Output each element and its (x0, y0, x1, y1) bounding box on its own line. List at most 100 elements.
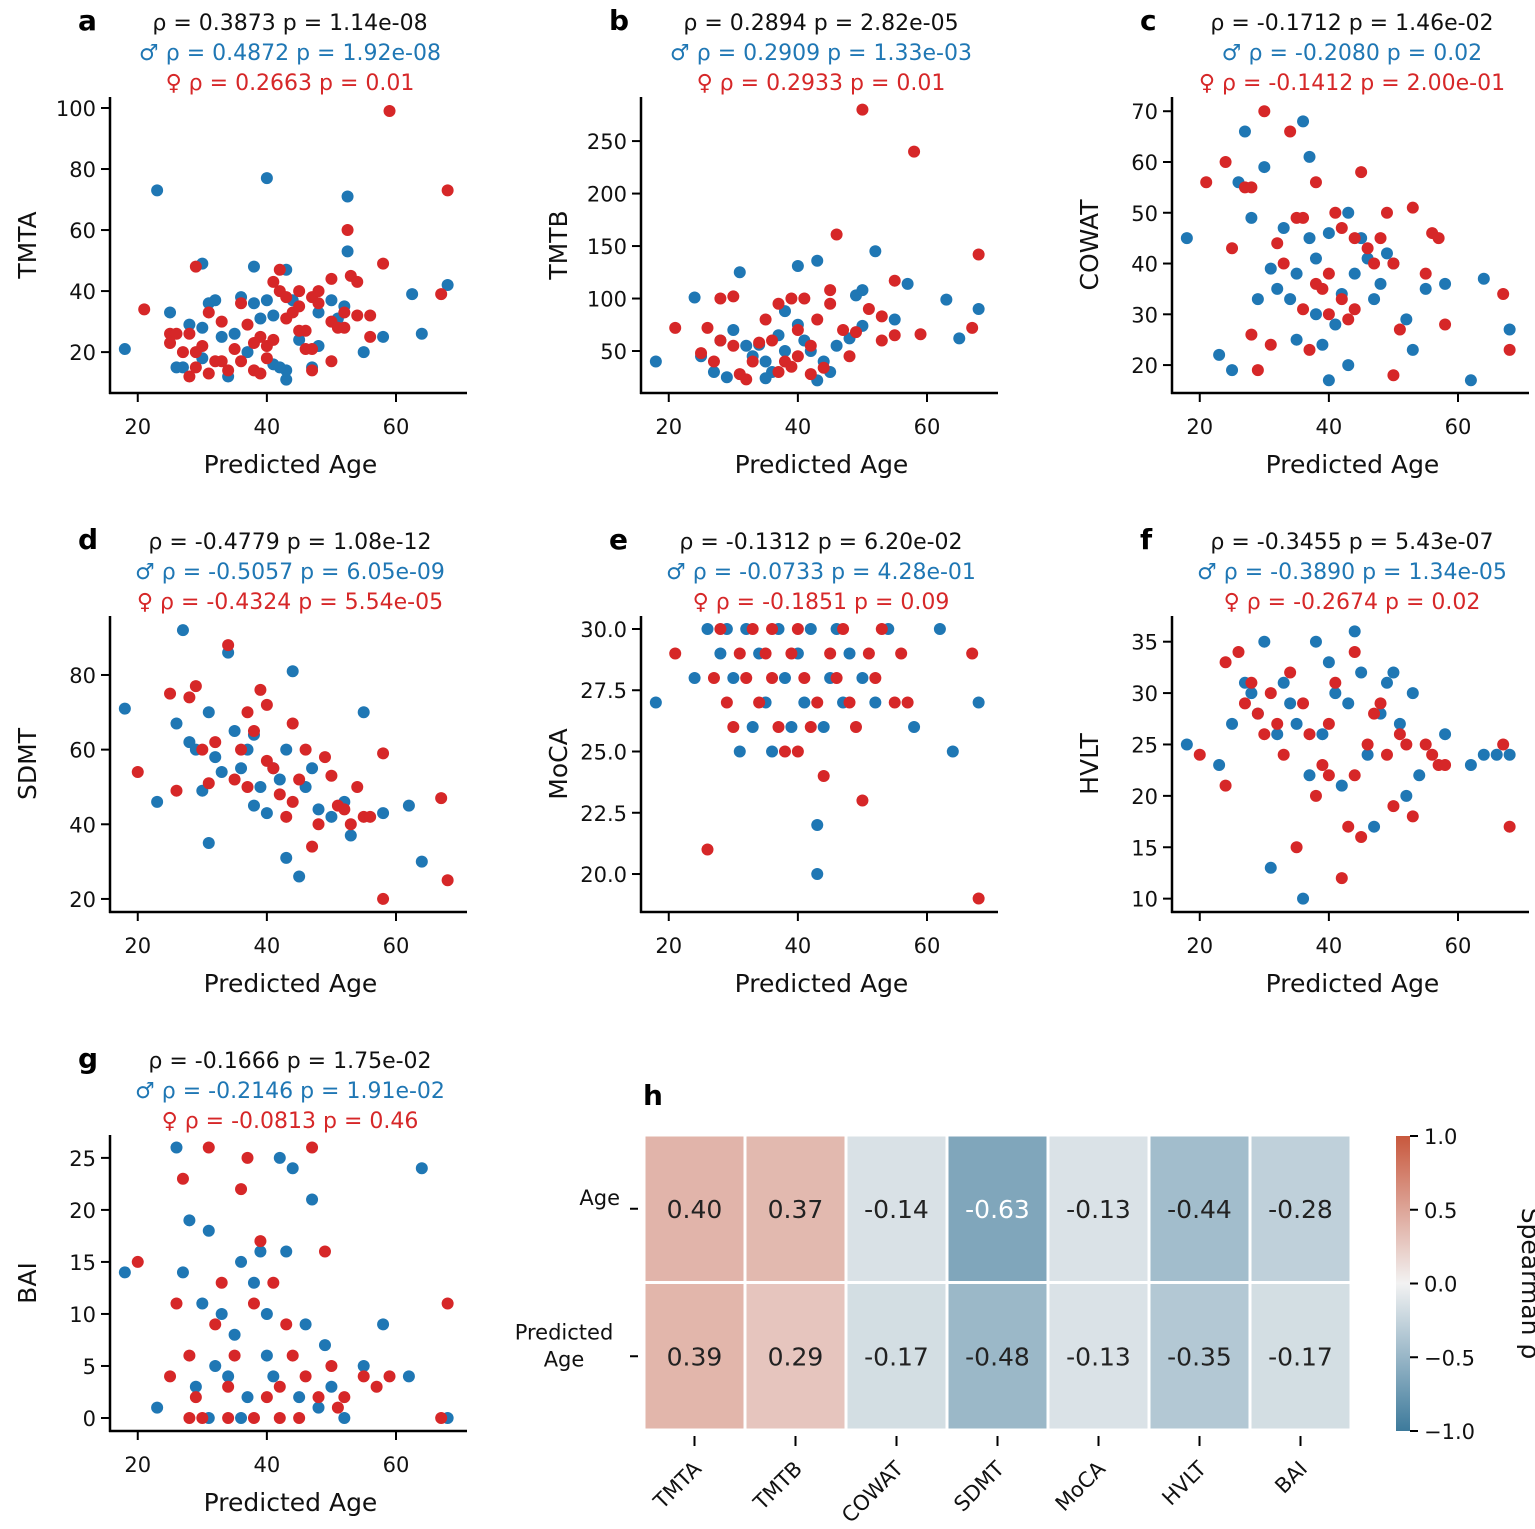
stat-line: ρ = -0.4779 p = 1.08e-12 (148, 530, 431, 555)
scatter-point (733, 745, 746, 758)
scatter-point (286, 1349, 299, 1362)
stat-line: ρ = -0.1666 p = 1.75e-02 (148, 1049, 431, 1074)
scatter-point (1393, 323, 1406, 336)
scatter-point (441, 874, 454, 887)
scatter-point (649, 696, 662, 709)
scatter-point (766, 622, 779, 635)
scatter-point (753, 696, 766, 709)
stat-line: ♀ ρ = -0.2674 p = 0.02 (1224, 590, 1481, 615)
scatter-point (1245, 328, 1258, 341)
scatter-point (1245, 181, 1258, 194)
scatter-point (811, 819, 824, 832)
y-tick-label: 10 (69, 1303, 96, 1327)
scatter-point (669, 647, 682, 660)
scatter-point (415, 855, 428, 868)
panel-letter: f (1140, 523, 1153, 556)
scatter-point (235, 762, 248, 775)
scatter-point (241, 346, 254, 359)
scatter-point (1245, 676, 1258, 689)
scatter-point (1309, 789, 1322, 802)
scatter-point (196, 1411, 209, 1424)
scatter-point (306, 762, 319, 775)
scatter-point (183, 327, 196, 340)
scatter-point (183, 318, 196, 331)
scatter-point (228, 724, 241, 737)
scatter-point (377, 257, 390, 270)
scatter-point (215, 766, 228, 779)
stat-line: ρ = -0.3455 p = 5.43e-07 (1210, 530, 1493, 555)
scatter-point (325, 1359, 338, 1372)
scatter-point (312, 285, 325, 298)
scatter-point (1406, 687, 1419, 700)
heatmap-cell-value: -0.14 (864, 1195, 929, 1224)
scatter-point (1503, 323, 1516, 336)
scatter-point (778, 745, 791, 758)
scatter-point (1342, 359, 1355, 372)
scatter-point (1245, 687, 1258, 700)
x-axis-label: Predicted Age (735, 450, 909, 479)
scatter-point (1400, 789, 1413, 802)
scatter-point (1380, 247, 1393, 260)
y-tick-label: 20.0 (580, 863, 627, 887)
scatter-point (254, 1235, 267, 1248)
scatter-point (293, 333, 306, 346)
scatter-point (325, 769, 338, 782)
scatter-point (260, 294, 273, 307)
scatter-point (856, 671, 869, 684)
y-tick-label: 250 (587, 130, 627, 154)
scatter-point (202, 706, 215, 719)
scatter-point (1439, 728, 1452, 741)
scatter-point (1303, 232, 1316, 245)
scatter-point (791, 259, 804, 272)
scatter-point (727, 721, 740, 733)
colorbar-tick-label: 0.5 (1424, 1199, 1457, 1223)
scatter-point (415, 327, 428, 340)
scatter-point (1368, 257, 1381, 270)
colorbar-tick-label: 0.0 (1424, 1273, 1457, 1297)
scatter-point (383, 105, 396, 118)
scatter-point (435, 1411, 448, 1424)
scatter-point (1432, 232, 1445, 245)
scatter-point (1316, 338, 1329, 351)
scatter-point (293, 285, 306, 298)
y-tick-label: 30 (1131, 303, 1158, 327)
scatter-point (415, 1162, 428, 1175)
scatter-point (1245, 211, 1258, 224)
x-axis-label: Predicted Age (204, 969, 378, 998)
scatter-point (260, 352, 273, 365)
scatter-point (260, 698, 273, 711)
scatter-point (202, 836, 215, 849)
scatter-point (312, 297, 325, 310)
stat-line: ♂ ρ = -0.2146 p = 1.91e-02 (135, 1079, 445, 1104)
scatter-point (1413, 769, 1426, 782)
y-tick-label: 20 (69, 888, 96, 912)
y-tick-label: 80 (69, 664, 96, 688)
x-tick-label: 60 (383, 934, 410, 958)
scatter-point (1322, 374, 1335, 387)
panel-letter: b (609, 4, 629, 37)
scatter-point (228, 1328, 241, 1341)
scatter-point (235, 1411, 248, 1424)
scatter-point (306, 343, 319, 356)
scatter-point (869, 671, 882, 684)
scatter-point (267, 1370, 280, 1383)
scatter-point (1380, 748, 1393, 761)
scatter-point (1219, 656, 1232, 669)
heatmap-cell-value: 0.29 (768, 1342, 824, 1371)
scatter-point (377, 747, 390, 760)
scatter-point (1374, 232, 1387, 245)
scatter-point (1297, 697, 1310, 710)
y-tick-label: 40 (1131, 253, 1158, 277)
stat-line: ♂ ρ = -0.2080 p = 0.02 (1222, 41, 1482, 66)
scatter-point (1297, 115, 1310, 128)
y-axis-label: MoCA (544, 728, 573, 799)
scatter-point (235, 297, 248, 310)
heatmap-cell (743, 1133, 848, 1284)
panel-letter: g (78, 1042, 98, 1075)
scatter-point (338, 1411, 351, 1424)
scatter-point (170, 1297, 183, 1310)
scatter-point (1355, 830, 1368, 843)
col-label: TMTA (648, 1456, 706, 1514)
y-tick-label: 100 (587, 288, 627, 312)
